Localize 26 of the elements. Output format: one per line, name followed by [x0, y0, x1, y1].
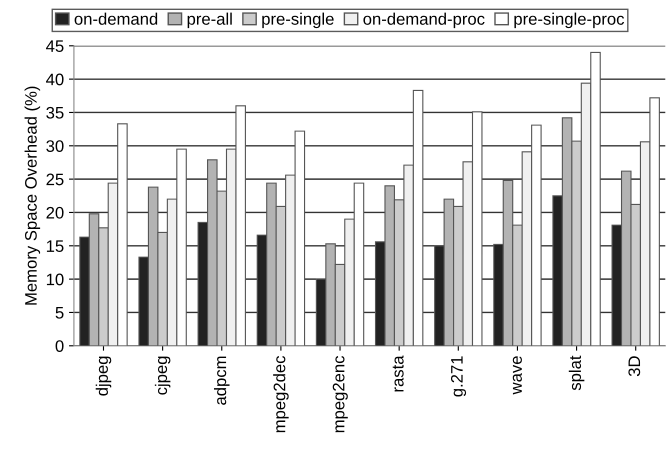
legend-label: pre-single	[262, 12, 334, 28]
x-tick-label: mpeg2dec	[273, 356, 289, 432]
x-tick-label: wave	[512, 356, 522, 394]
x-tick-label: rasta	[392, 356, 404, 392]
legend-label: pre-all	[188, 12, 232, 28]
y-tick-label: 30	[46, 140, 64, 152]
legend-label: pre-single-proc	[514, 12, 624, 28]
y-tick-label: 45	[46, 40, 64, 52]
y-tick-label: 10	[46, 274, 64, 286]
x-tick-label: cjpeg	[154, 356, 170, 395]
y-tick-label: 40	[46, 74, 64, 86]
x-tick-label: splat	[568, 356, 584, 390]
y-tick-label: 5	[56, 307, 64, 319]
y-tick-label: 35	[46, 106, 64, 119]
y-axis-title: Memory Space Overhead (%)	[24, 86, 40, 305]
y-tick-label: 0	[56, 340, 64, 352]
legend-label: on-demand	[74, 12, 158, 25]
y-tick-label: 15	[46, 240, 64, 252]
y-tick-label: 25	[46, 174, 64, 186]
legend-label: on-demand-proc	[363, 12, 485, 28]
x-tick-label: djpeg	[96, 356, 112, 396]
x-tick-label: mpeg2enc	[332, 356, 348, 432]
x-tick-label: adpcm	[214, 356, 230, 405]
x-tick-label: g.271	[450, 356, 466, 397]
y-tick-label: 20	[46, 206, 64, 219]
x-tick-label: 3D	[628, 356, 640, 376]
